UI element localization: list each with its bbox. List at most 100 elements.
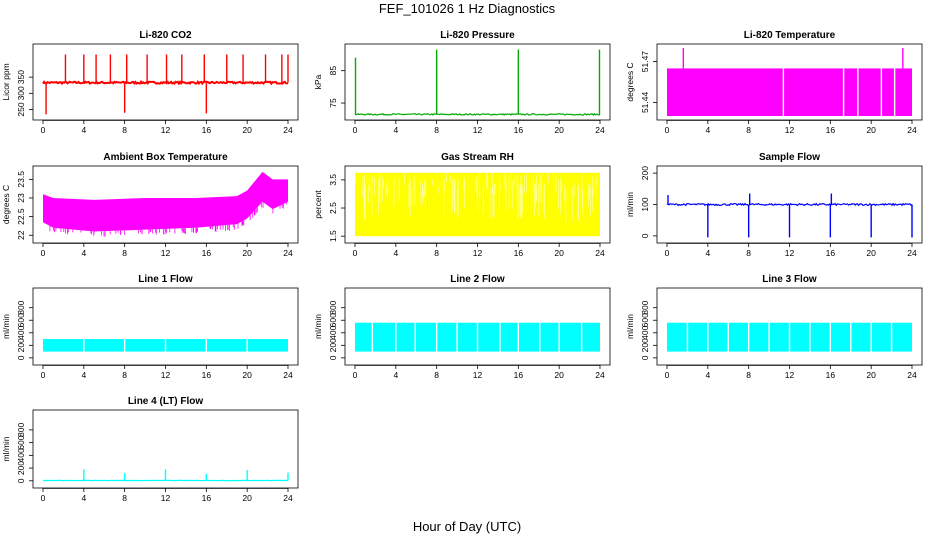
y-axis-label: ml/min [625,314,635,339]
y-tick-label: 800 [16,300,26,314]
panel-7: Line 1 Flow ml/min 0 4 8 12 16 20 24 0 20040060080… [1,274,299,380]
x-tick-label: 20 [866,370,876,380]
y-tick-label: 22 [16,230,26,240]
plot-frame [344,43,611,121]
panel-4: Ambient Box Temperature degrees C 0 4 8 12 16 2… [1,152,299,258]
panel-2: Li-820 Pressure kPa 0 4 8 12 16 20 24 75 85 [313,30,611,135]
x-tick-label: 0 [665,248,670,258]
x-tick-label: 12 [161,248,171,258]
x-tick-label: 20 [866,125,876,135]
y-axis-label: ml/min [625,192,635,217]
panel-title: Line 3 Flow [762,274,817,285]
x-tick-label: 0 [41,125,46,135]
x-tick-label: 20 [554,125,564,135]
y-tick-label: 400 [16,448,26,462]
x-tick-label: 20 [242,125,252,135]
y-axis-label: degrees C [1,185,11,224]
panel-title: Li-820 Temperature [744,30,836,41]
x-tick-label: 16 [514,370,524,380]
y-tick-label: 85 [328,66,338,76]
x-tick-label: 0 [353,248,358,258]
series-band [667,68,912,116]
y-tick-label: 300 [16,86,26,100]
x-tick-label: 8 [746,370,751,380]
x-tick-label: 20 [866,248,876,258]
y-tick-label: 600 [328,313,338,327]
panel-title: Ambient Box Temperature [103,152,228,163]
y-axis-label: percent [313,190,323,219]
y-tick-label: 0 [16,478,26,483]
panel-8: Line 2 Flow ml/min 0 4 8 12 16 20 24 0 20040060080… [313,274,611,380]
y-tick-label: 200 [640,166,650,180]
panel-title: Line 1 Flow [138,274,193,285]
y-tick-label: 800 [640,300,650,314]
x-tick-label: 16 [202,248,212,258]
y-tick-label: 400 [640,325,650,339]
x-tick-label: 4 [81,248,86,258]
y-tick-label: 200 [16,461,26,475]
x-tick-label: 0 [665,370,670,380]
y-tick-label: 3.5 [328,174,338,186]
panel-title: Gas Stream RH [441,152,514,163]
panel-title: Sample Flow [759,152,820,163]
x-tick-label: 24 [907,370,917,380]
x-tick-label: 20 [242,493,252,503]
series-line [354,112,601,116]
y-tick-label: 200 [328,338,338,352]
x-tick-label: 24 [595,248,605,258]
x-tick-label: 16 [826,370,836,380]
y-tick-label: 51.47 [640,51,650,73]
y-tick-label: 23.5 [16,171,26,188]
panel-title: Li-820 Pressure [440,30,515,41]
x-tick-label: 8 [434,248,439,258]
x-tick-label: 4 [393,125,398,135]
series-line [42,79,289,86]
x-tick-label: 8 [746,125,751,135]
y-tick-label: 800 [16,423,26,437]
x-tick-label: 0 [353,125,358,135]
y-tick-label: 400 [16,325,26,339]
x-tick-label: 0 [41,370,46,380]
x-tick-label: 8 [122,493,127,503]
y-tick-label: 400 [328,325,338,339]
x-tick-label: 4 [393,248,398,258]
y-axis-label: ml/min [1,314,11,339]
x-tick-label: 16 [826,125,836,135]
x-tick-label: 4 [705,370,710,380]
y-tick-label: 0 [16,355,26,360]
y-tick-label: 600 [16,435,26,449]
x-tick-label: 16 [514,125,524,135]
x-tick-label: 4 [393,370,398,380]
y-tick-label: 600 [640,313,650,327]
x-tick-label: 8 [434,370,439,380]
x-tick-label: 12 [473,370,483,380]
y-tick-label: 51.44 [640,91,650,113]
x-tick-label: 4 [705,248,710,258]
x-tick-label: 24 [907,125,917,135]
x-tick-label: 4 [81,125,86,135]
y-tick-label: 0 [640,355,650,360]
panel-title: Li-820 CO2 [139,30,192,41]
y-tick-label: 200 [16,338,26,352]
x-tick-label: 12 [161,493,171,503]
x-tick-label: 24 [283,370,293,380]
series-envelope [43,171,288,232]
panel-10: Line 4 (LT) Flow ml/min 0 4 8 12 16 20 24 0 200400… [1,396,299,503]
x-tick-label: 16 [202,125,212,135]
x-tick-label: 16 [202,370,212,380]
panel-3: Li-820 Temperature degrees C 0 4 8 12 16 20 24 51… [625,30,923,135]
x-tick-label: 12 [785,125,795,135]
y-axis-label: degrees C [625,62,635,101]
x-tick-label: 24 [907,248,917,258]
x-tick-label: 16 [826,248,836,258]
x-tick-label: 12 [473,248,483,258]
x-tick-label: 20 [242,370,252,380]
x-tick-label: 0 [41,493,46,503]
x-tick-label: 4 [705,125,710,135]
series-texture [355,172,597,222]
panel-title: Line 4 (LT) Flow [128,396,204,407]
x-tick-label: 12 [473,125,483,135]
panel-9: Line 3 Flow ml/min 0 4 8 12 16 20 24 0 20040060080… [625,274,923,380]
